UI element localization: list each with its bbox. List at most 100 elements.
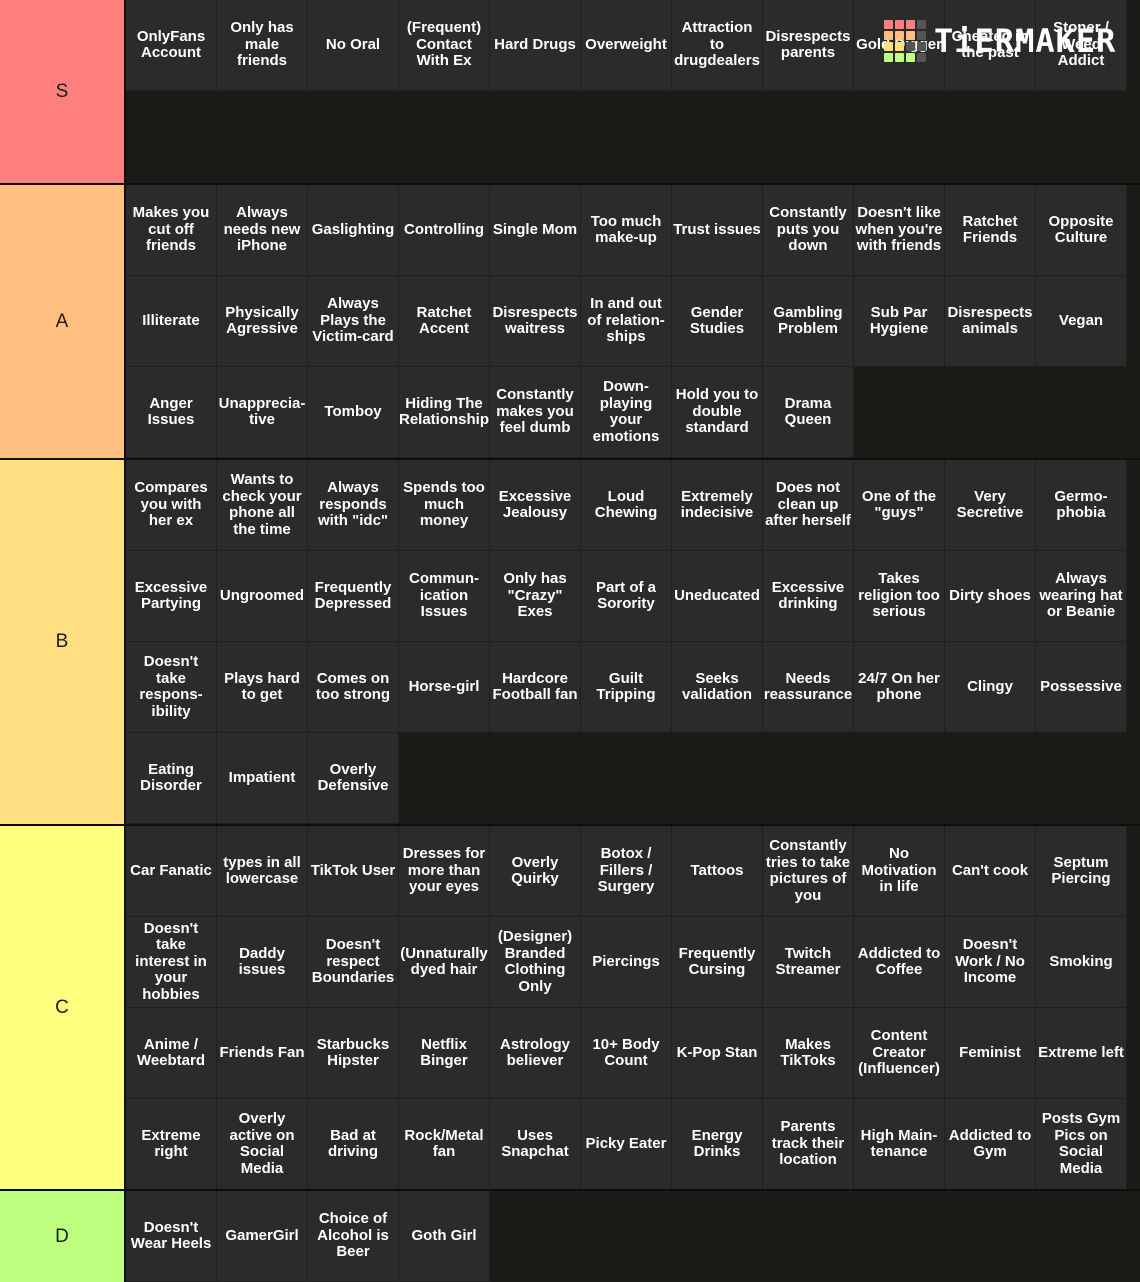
tier-item[interactable]: High Main-tenance <box>854 1099 945 1190</box>
tier-item[interactable]: Trust issues <box>672 185 763 276</box>
tier-label-c[interactable]: C <box>0 826 126 1189</box>
tier-item[interactable]: Extreme left <box>1036 1008 1127 1099</box>
tier-label-a[interactable]: A <box>0 185 126 458</box>
tier-item[interactable]: Too much make-up <box>581 185 672 276</box>
tier-item[interactable]: Single Mom <box>490 185 581 276</box>
tier-item[interactable]: Hard Drugs <box>490 0 581 91</box>
tier-item[interactable]: Dirty shoes <box>945 551 1036 642</box>
tier-item[interactable]: Astrology believer <box>490 1008 581 1099</box>
tier-item[interactable]: Addicted to Gym <box>945 1099 1036 1190</box>
tier-label-d[interactable]: D <box>0 1191 126 1282</box>
tier-item[interactable]: Disrespects animals <box>945 276 1036 367</box>
tier-item[interactable]: Tattoos <box>672 826 763 917</box>
tier-item[interactable]: Uses Snapchat <box>490 1099 581 1190</box>
tier-item[interactable]: Wants to check your phone all the time <box>217 460 308 551</box>
tier-label-s[interactable]: S <box>0 0 126 183</box>
tier-item[interactable]: Friends Fan <box>217 1008 308 1099</box>
tier-item[interactable]: Spends too much money <box>399 460 490 551</box>
tier-item[interactable]: Always Plays the Victim-card <box>308 276 399 367</box>
tier-item[interactable]: Stoner / Weed Addict <box>1036 0 1127 91</box>
tier-item[interactable]: Energy Drinks <box>672 1099 763 1190</box>
tier-item[interactable]: Overly Quirky <box>490 826 581 917</box>
tier-item[interactable]: Cheated in the past <box>945 0 1036 91</box>
tier-item[interactable]: Choice of Alcohol is Beer <box>308 1191 399 1282</box>
tier-item[interactable]: Sub Par Hygiene <box>854 276 945 367</box>
tier-item[interactable]: Constantly puts you down <box>763 185 854 276</box>
tier-item[interactable]: Unapprecia-tive <box>217 367 308 458</box>
tier-item[interactable]: Botox / Fillers / Surgery <box>581 826 672 917</box>
tier-item[interactable]: Disrespects waitress <box>490 276 581 367</box>
tier-item[interactable]: Rock/Metal fan <box>399 1099 490 1190</box>
tier-item[interactable]: One of the "guys" <box>854 460 945 551</box>
tier-item[interactable]: Clingy <box>945 642 1036 733</box>
tier-item[interactable]: Illiterate <box>126 276 217 367</box>
tier-item[interactable]: Very Secretive <box>945 460 1036 551</box>
tier-item[interactable]: 24/7 On her phone <box>854 642 945 733</box>
tier-item[interactable]: Impatient <box>217 733 308 824</box>
tier-item[interactable]: Extreme right <box>126 1099 217 1190</box>
tier-item[interactable]: Always wearing hat or Beanie <box>1036 551 1127 642</box>
tier-item[interactable]: (Unnaturally dyed hair <box>399 917 490 1008</box>
tier-item[interactable]: Opposite Culture <box>1036 185 1127 276</box>
tier-item[interactable]: Commun-ication Issues <box>399 551 490 642</box>
tier-item[interactable]: Car Fanatic <box>126 826 217 917</box>
tier-item[interactable]: Dresses for more than your eyes <box>399 826 490 917</box>
tier-item[interactable]: Attraction to drugdealers <box>672 0 763 91</box>
tier-item[interactable]: Piercings <box>581 917 672 1008</box>
tier-item[interactable]: Comes on too strong <box>308 642 399 733</box>
tier-item[interactable]: Ratchet Friends <box>945 185 1036 276</box>
tier-item[interactable]: Physically Agressive <box>217 276 308 367</box>
tier-item[interactable]: Smoking <box>1036 917 1127 1008</box>
tier-item[interactable]: Hiding The Relationship <box>399 367 490 458</box>
tier-item[interactable]: Doesn't Wear Heels <box>126 1191 217 1282</box>
tier-item[interactable]: Constantly tries to take pictures of you <box>763 826 854 917</box>
tier-item[interactable]: Down-playing your emotions <box>581 367 672 458</box>
tier-item[interactable]: Doesn't respect Boundaries <box>308 917 399 1008</box>
tier-item[interactable]: Horse-girl <box>399 642 490 733</box>
tier-label-b[interactable]: B <box>0 460 126 824</box>
tier-item[interactable]: Goth Girl <box>399 1191 490 1282</box>
tier-item[interactable]: Frequently Depressed <box>308 551 399 642</box>
tier-item[interactable]: Excessive Jealousy <box>490 460 581 551</box>
tier-item[interactable]: Gaslighting <box>308 185 399 276</box>
tier-item[interactable]: Germo-phobia <box>1036 460 1127 551</box>
tier-item[interactable]: Hold you to double standard <box>672 367 763 458</box>
tier-item[interactable]: Possessive <box>1036 642 1127 733</box>
tier-item[interactable]: Does not clean up after herself <box>763 460 854 551</box>
tier-item[interactable]: types in all lowercase <box>217 826 308 917</box>
tier-item[interactable]: Daddy issues <box>217 917 308 1008</box>
tier-item[interactable]: Needs reassurance <box>763 642 854 733</box>
tier-item[interactable]: (Designer) Branded Clothing Only <box>490 917 581 1008</box>
tier-item[interactable]: Extremely indecisive <box>672 460 763 551</box>
tier-item[interactable]: Uneducated <box>672 551 763 642</box>
tier-item[interactable]: Ungroomed <box>217 551 308 642</box>
tier-item[interactable]: Doesn't like when you're with friends <box>854 185 945 276</box>
tier-item[interactable]: Compares you with her ex <box>126 460 217 551</box>
tier-item[interactable]: No Oral <box>308 0 399 91</box>
tier-item[interactable]: Excessive Partying <box>126 551 217 642</box>
tier-item[interactable]: Makes you cut off friends <box>126 185 217 276</box>
tier-item[interactable]: Takes religion too serious <box>854 551 945 642</box>
tier-item[interactable]: Tomboy <box>308 367 399 458</box>
tier-item[interactable]: No Motivation in life <box>854 826 945 917</box>
tier-item[interactable]: Overly Defensive <box>308 733 399 824</box>
tier-item[interactable]: Netflix Binger <box>399 1008 490 1099</box>
tier-item[interactable]: Posts Gym Pics on Social Media <box>1036 1099 1127 1190</box>
tier-item[interactable]: Frequently Cursing <box>672 917 763 1008</box>
tier-item[interactable]: Drama Queen <box>763 367 854 458</box>
tier-item[interactable]: Twitch Streamer <box>763 917 854 1008</box>
tier-item[interactable]: K-Pop Stan <box>672 1008 763 1099</box>
tier-item[interactable]: Always responds with "idc" <box>308 460 399 551</box>
tier-item[interactable]: OnlyFans Account <box>126 0 217 91</box>
tier-item[interactable]: 10+ Body Count <box>581 1008 672 1099</box>
tier-item[interactable]: Septum Piercing <box>1036 826 1127 917</box>
tier-item[interactable]: Feminist <box>945 1008 1036 1099</box>
tier-item[interactable]: TikTok User <box>308 826 399 917</box>
tier-item[interactable]: Content Creator (Influencer) <box>854 1008 945 1099</box>
tier-item[interactable]: GamerGirl <box>217 1191 308 1282</box>
tier-item[interactable]: Guilt Tripping <box>581 642 672 733</box>
tier-item[interactable]: Doesn't take respons-ibility <box>126 642 217 733</box>
tier-item[interactable]: Vegan <box>1036 276 1127 367</box>
tier-item[interactable]: Plays hard to get <box>217 642 308 733</box>
tier-item[interactable]: Ratchet Accent <box>399 276 490 367</box>
